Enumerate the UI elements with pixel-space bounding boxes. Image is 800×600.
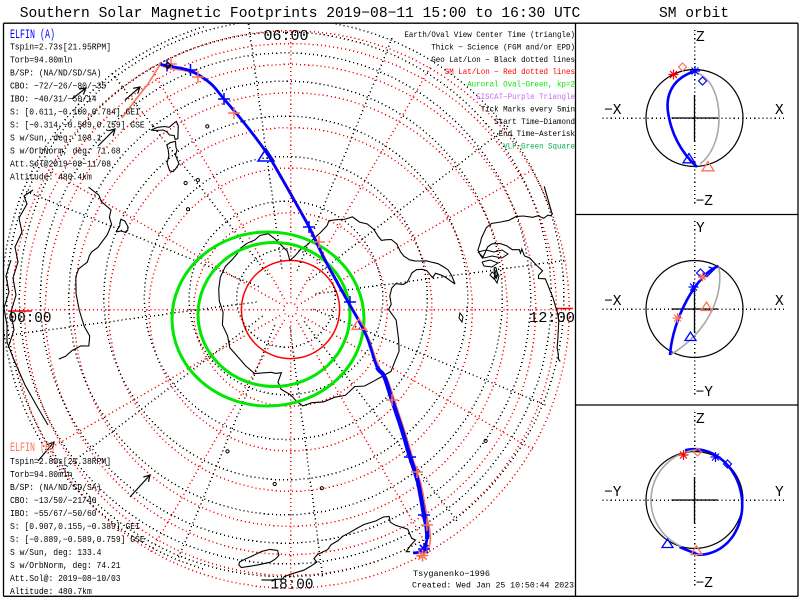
svg-text:SM Lat/Lon − Red dotted lines: SM Lat/Lon − Red dotted lines: [445, 67, 575, 77]
svg-text:−Z: −Z: [696, 194, 714, 210]
svg-text:Tsyganenko−1996: Tsyganenko−1996: [413, 569, 490, 579]
svg-text:Y: Y: [696, 221, 705, 237]
svg-text:Altitude: 480.4km: Altitude: 480.4km: [10, 173, 92, 183]
svg-text:Att.Sol@: 2019−08−10/03: Att.Sol@: 2019−08−10/03: [10, 574, 121, 584]
svg-text:S: [0.907,0.155,−0.389] GEI: S: [0.907,0.155,−0.389] GEI: [10, 522, 140, 532]
svg-text:Southern Solar Magnetic Footpr: Southern Solar Magnetic Footprints 2019−…: [20, 6, 581, 22]
svg-text:S w/Sun, deg: 133.4: S w/Sun, deg: 133.4: [10, 548, 101, 558]
svg-text:S: [0.611,−0.100,0.784] GEI: S: [0.611,−0.100,0.784] GEI: [10, 108, 140, 118]
svg-text:Torb=94.80mln: Torb=94.80mln: [10, 470, 73, 480]
svg-text:S w/OrbNorm, deg: 71.68: S w/OrbNorm, deg: 71.68: [10, 147, 121, 157]
svg-text:12:00: 12:00: [529, 310, 575, 327]
svg-text:Att.Sol@2019−08−11/08: Att.Sol@2019−08−11/08: [10, 160, 111, 170]
svg-text:−Y: −Y: [696, 385, 714, 401]
svg-text:Created: Wed Jan 25 10:50:44 2: Created: Wed Jan 25 10:50:44 2023: [412, 581, 574, 591]
svg-text:End Time−Asterisk: End Time−Asterisk: [499, 129, 575, 139]
svg-text:X: X: [775, 103, 784, 119]
svg-text:−Z: −Z: [696, 576, 714, 592]
svg-text:CBO: −13/50/−21/40: CBO: −13/50/−21/40: [10, 496, 97, 506]
svg-text:06:00: 06:00: [264, 28, 309, 45]
svg-text:Z: Z: [696, 30, 705, 46]
svg-text:SM orbit: SM orbit: [659, 6, 729, 22]
svg-text:18:00: 18:00: [271, 577, 314, 594]
svg-text:Tick Marks every 5min: Tick Marks every 5min: [481, 104, 575, 114]
svg-text:S: [−0.889,−0.589,0.759] GSE: S: [−0.889,−0.589,0.759] GSE: [10, 535, 145, 545]
svg-text:00:00: 00:00: [9, 310, 52, 327]
svg-text:Torb=94.80mln: Torb=94.80mln: [10, 56, 73, 66]
svg-text:−Y: −Y: [604, 485, 622, 501]
svg-text:Auroral Oval−Green, kp=2: Auroral Oval−Green, kp=2: [467, 80, 575, 90]
svg-text:Geo Lat/Lon − Black dotted lin: Geo Lat/Lon − Black dotted lines: [431, 55, 575, 65]
svg-text:ELFIN (B): ELFIN (B): [10, 441, 55, 455]
svg-text:IBO: −55/67/−50/60: IBO: −55/67/−50/60: [10, 509, 97, 519]
svg-text:S w/Sun, deg: 108.1: S w/Sun, deg: 108.1: [10, 134, 101, 144]
svg-text:Earth/Oval View Center Time (t: Earth/Oval View Center Time (triangle): [404, 30, 575, 40]
svg-text:−X: −X: [604, 103, 622, 119]
svg-text:S: [−0.314,−0.589,0.759] GSE: S: [−0.314,−0.589,0.759] GSE: [10, 121, 145, 131]
svg-text:Tspin=2.73s[21.95RPM]: Tspin=2.73s[21.95RPM]: [10, 43, 111, 53]
svg-text:Thick − Science (FGM and/or EP: Thick − Science (FGM and/or EPD): [431, 42, 575, 52]
svg-text:Tspin=2.80s[21.38RPM]: Tspin=2.80s[21.38RPM]: [10, 457, 111, 467]
svg-text:Y: Y: [775, 485, 784, 501]
svg-text:EISCAT−Purple Triangle: EISCAT−Purple Triangle: [476, 92, 575, 102]
svg-text:X: X: [775, 294, 784, 310]
svg-text:CBO: −72/−26/−80/−35: CBO: −72/−26/−80/−35: [10, 82, 106, 92]
svg-text:S w/OrbNorm, deg: 74.21: S w/OrbNorm, deg: 74.21: [10, 561, 121, 571]
svg-text:Z: Z: [696, 412, 705, 428]
svg-text:Altitude: 480.7km: Altitude: 480.7km: [10, 587, 92, 597]
svg-text:B/SP: (NA/ND/SD/SA): B/SP: (NA/ND/SD/SA): [10, 483, 101, 493]
svg-text:B/SP: (NA/ND/SD/SA): B/SP: (NA/ND/SD/SA): [10, 69, 101, 79]
svg-text:IBO: −40/31/−50/14: IBO: −40/31/−50/14: [10, 95, 97, 105]
svg-text:−X: −X: [604, 294, 622, 310]
svg-text:Start Time−Diamond: Start Time−Diamond: [494, 117, 575, 127]
svg-text:ELFIN (A): ELFIN (A): [10, 28, 55, 42]
svg-text:VLF−Green Square: VLF−Green Square: [503, 143, 575, 152]
